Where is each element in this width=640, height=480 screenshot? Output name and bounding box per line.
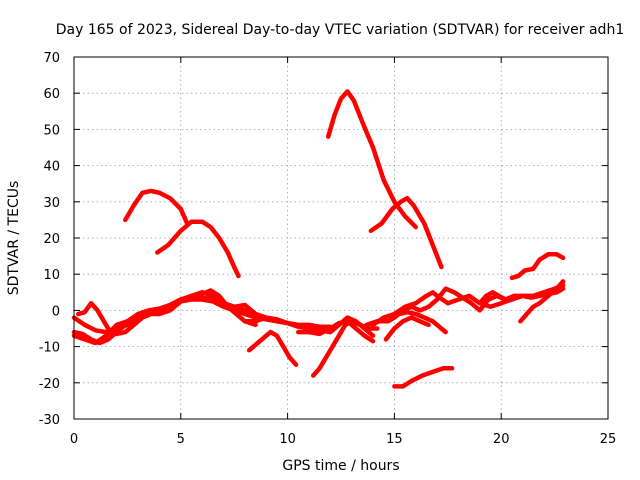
- series-arc-10: [71, 295, 258, 346]
- y-tick-label: 0: [52, 304, 60, 319]
- series-arc-1: [123, 188, 190, 226]
- x-tick-label: 20: [493, 432, 510, 447]
- y-tick-label: 20: [43, 232, 60, 247]
- y-tick-label: 70: [43, 51, 60, 66]
- plot-frame: [73, 56, 609, 420]
- series-arc-3: [325, 89, 419, 230]
- series-arc-2: [155, 219, 241, 279]
- series-arc-12: [246, 329, 299, 367]
- x-tick-label: 10: [279, 432, 296, 447]
- y-tick-label: 50: [43, 123, 60, 138]
- y-tick-label: -10: [39, 341, 60, 356]
- x-tick-label: 0: [70, 432, 78, 447]
- series-arc-19: [518, 279, 566, 324]
- y-tick-label: -30: [39, 413, 60, 428]
- series-arc-6: [509, 252, 566, 281]
- series-arc-18: [477, 290, 508, 306]
- y-tick-label: 40: [43, 160, 60, 175]
- y-tick-label: 10: [43, 268, 60, 283]
- y-axis-label: SDTVAR / TECUs: [6, 181, 22, 296]
- series-arc-14: [296, 319, 376, 344]
- series-arc-17: [396, 309, 448, 335]
- series-arc-13: [310, 319, 380, 378]
- x-tick-label: 5: [177, 432, 185, 447]
- series-arc-4: [368, 195, 444, 270]
- y-tick-label: 60: [43, 87, 60, 102]
- data-series: [71, 89, 566, 389]
- axis-ticks: 0 5 10 15 20 25 -30 -20 -10 0 10 20 30 40 50 60 70: [39, 51, 617, 447]
- y-tick-label: -20: [39, 377, 60, 392]
- plot-grid: [74, 57, 608, 419]
- chart-title: Day 165 of 2023, Sidereal Day-to-day VTE…: [56, 22, 624, 38]
- series-arc-20: [383, 315, 431, 342]
- series-arc-5: [392, 366, 455, 389]
- x-tick-label: 15: [386, 432, 403, 447]
- y-tick-label: 30: [43, 196, 60, 211]
- x-axis-label: GPS time / hours: [282, 458, 399, 474]
- x-tick-label: 25: [600, 432, 617, 447]
